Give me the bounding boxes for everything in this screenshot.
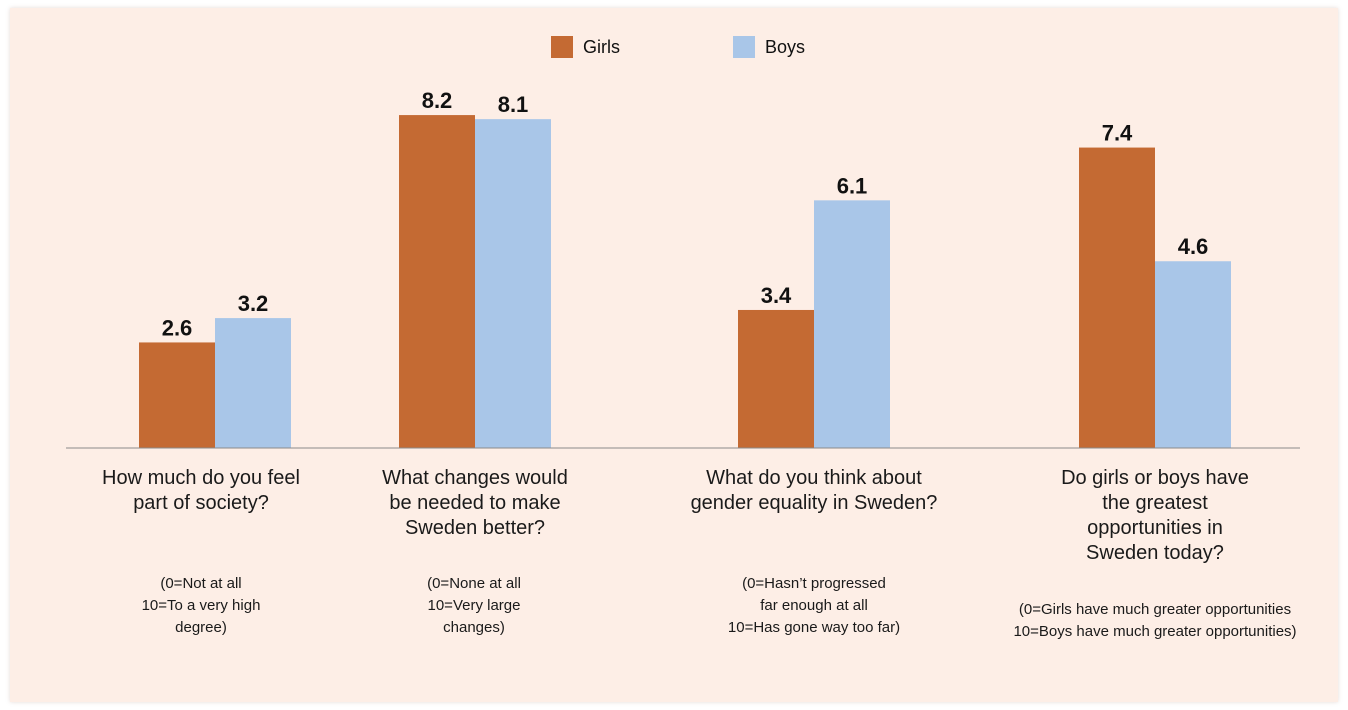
bar-girls-4	[1079, 147, 1155, 448]
value-label-boys-4: 4.6	[1178, 234, 1209, 259]
bars-group	[139, 115, 1231, 448]
category-label-4-line-1: Do girls or boys have	[1061, 467, 1249, 489]
scale-note-4: (0=Girls have much greater opportunities…	[1013, 601, 1297, 640]
legend-swatch-boys	[733, 36, 755, 58]
category-label-4-line-4: Sweden today?	[1086, 542, 1224, 564]
value-label-boys-3: 6.1	[837, 173, 868, 198]
scale-note-2: (0=None at all 10=Very large changes)	[427, 575, 521, 636]
legend: Girls Boys	[0, 36, 1348, 62]
value-label-boys-2: 8.1	[498, 92, 529, 117]
category-label-3-line-1: What do you think about	[706, 467, 922, 489]
legend-label-boys: Boys	[765, 36, 806, 57]
legend-item-girls: Girls	[551, 36, 620, 58]
value-label-boys-1: 3.2	[238, 291, 269, 316]
bar-boys-1	[215, 318, 291, 448]
category-label-4-line-2: the greatest	[1102, 492, 1208, 514]
bar-girls-2	[399, 115, 475, 448]
legend-item-boys: Boys	[733, 36, 805, 58]
value-labels-group: 2.6 8.2 3.4 7.4 3.2 8.1 6.1 4.6	[162, 88, 1209, 340]
value-label-girls-3: 3.4	[761, 283, 792, 308]
bar-boys-2	[475, 119, 551, 448]
value-label-girls-2: 8.2	[422, 88, 453, 113]
category-label-1-line-2: part of society?	[133, 492, 269, 514]
category-label-2: What changes would be needed to make Swe…	[345, 466, 605, 541]
category-label-4: Do girls or boys have the greatest oppor…	[1025, 466, 1285, 566]
category-label-3-line-2: gender equality in Sweden?	[690, 492, 938, 514]
category-label-2-line-3: Sweden better?	[404, 517, 546, 539]
value-label-girls-1: 2.6	[162, 315, 193, 340]
category-label-2-line-1: What changes would	[382, 467, 568, 489]
category-label-1: How much do you feel part of society?	[71, 466, 331, 516]
bar-boys-4	[1155, 261, 1231, 448]
legend-swatch-girls	[551, 36, 573, 58]
category-label-3: What do you think about gender equality …	[684, 466, 944, 516]
category-label-4-line-3: opportunities in	[1087, 517, 1223, 539]
bar-girls-1	[139, 342, 215, 448]
scale-note-3: (0=Hasn’t progressed far enough at all 1…	[727, 575, 901, 636]
value-label-girls-4: 7.4	[1102, 121, 1133, 146]
category-label-2-line-2: be needed to make	[389, 492, 561, 514]
scale-note-1: (0=Not at all 10=To a very high degree)	[141, 575, 261, 636]
legend-label-girls: Girls	[583, 36, 620, 57]
bar-boys-3	[814, 200, 890, 448]
category-label-1-line-1: How much do you feel	[102, 467, 300, 489]
bar-girls-3	[738, 309, 814, 448]
